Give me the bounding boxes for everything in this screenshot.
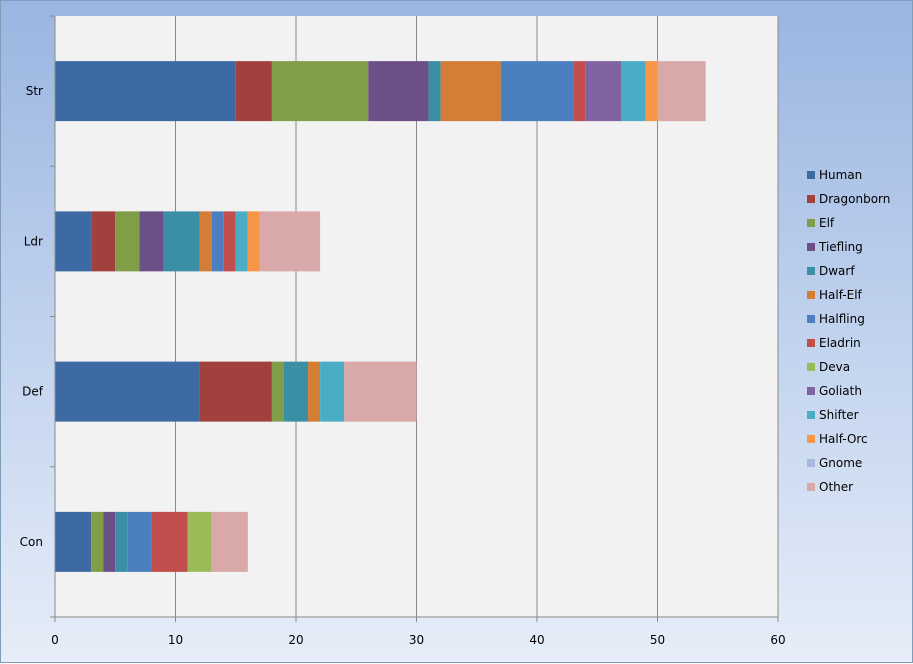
x-tick-label: 10 bbox=[168, 633, 183, 647]
y-tick-label: Con bbox=[20, 535, 43, 549]
bar-segment bbox=[55, 511, 92, 572]
bar-segment bbox=[55, 361, 200, 422]
bar-segment bbox=[320, 361, 345, 422]
legend-swatch bbox=[807, 267, 815, 275]
bar-segment bbox=[645, 61, 658, 122]
y-tick-label: Ldr bbox=[24, 234, 43, 248]
bar-segment bbox=[621, 61, 646, 122]
bar-segment bbox=[163, 211, 200, 272]
legend-swatch bbox=[807, 387, 815, 395]
legend-label: Other bbox=[819, 480, 853, 494]
bar-segment bbox=[368, 61, 429, 122]
legend-label: Goliath bbox=[819, 384, 862, 398]
bar-segment bbox=[223, 211, 236, 272]
legend-swatch bbox=[807, 435, 815, 443]
legend-label: Halfling bbox=[819, 312, 865, 326]
bar-series bbox=[55, 61, 706, 572]
bar-segment bbox=[308, 361, 321, 422]
bar-segment bbox=[271, 361, 284, 422]
legend-swatch bbox=[807, 315, 815, 323]
legend-label: Shifter bbox=[819, 408, 859, 422]
x-tick-label: 30 bbox=[409, 633, 424, 647]
bar-segment bbox=[283, 361, 309, 422]
legend-swatch bbox=[807, 363, 815, 371]
legend-swatch bbox=[807, 219, 815, 227]
bar-segment bbox=[199, 361, 272, 422]
bar-segment bbox=[55, 61, 236, 122]
legend-label: Eladrin bbox=[819, 336, 861, 350]
bar-segment bbox=[500, 61, 574, 122]
bar-segment bbox=[139, 211, 164, 272]
bar-segment bbox=[115, 211, 140, 272]
bar-segment bbox=[91, 211, 116, 272]
legend-swatch bbox=[807, 411, 815, 419]
y-tick-label: Def bbox=[22, 385, 44, 399]
bar-segment bbox=[211, 211, 224, 272]
legend: Human Dragonborn Elf Tiefling Dwarf Half-Elf H… bbox=[807, 168, 890, 494]
x-tick-label: 60 bbox=[770, 633, 785, 647]
legend-label: Dwarf bbox=[819, 264, 855, 278]
legend-swatch bbox=[807, 459, 815, 467]
x-tick-label: 20 bbox=[288, 633, 303, 647]
bar-segment bbox=[127, 511, 152, 572]
bar-segment bbox=[247, 211, 260, 272]
bar-segment bbox=[91, 511, 104, 572]
legend-label: Human bbox=[819, 168, 862, 182]
bar-segment bbox=[211, 511, 248, 572]
legend-label: Half-Orc bbox=[819, 432, 868, 446]
x-tick-label: 50 bbox=[650, 633, 665, 647]
legend-swatch bbox=[807, 195, 815, 203]
legend-swatch bbox=[807, 291, 815, 299]
bar-segment bbox=[235, 211, 248, 272]
bar-segment bbox=[585, 61, 622, 122]
bar-segment bbox=[428, 61, 441, 122]
x-tick-label: 0 bbox=[51, 633, 59, 647]
x-tick-label: 40 bbox=[529, 633, 544, 647]
bar-segment bbox=[271, 61, 369, 122]
bar-segment bbox=[657, 61, 706, 122]
category-axis-labels: Str Ldr Def Con bbox=[20, 84, 44, 549]
bar-segment bbox=[115, 511, 128, 572]
legend-label: Deva bbox=[819, 360, 850, 374]
legend-swatch bbox=[807, 339, 815, 347]
legend-label: Half-Elf bbox=[819, 288, 863, 302]
legend-swatch bbox=[807, 243, 815, 251]
bar-segment bbox=[199, 211, 212, 272]
bar-segment bbox=[187, 511, 212, 572]
legend-label: Tiefling bbox=[818, 240, 863, 254]
bar-segment bbox=[344, 361, 417, 422]
bar-segment bbox=[55, 211, 92, 272]
legend-label: Dragonborn bbox=[819, 192, 890, 206]
bar-segment bbox=[235, 61, 272, 122]
bar-segment bbox=[103, 511, 116, 572]
y-tick-label: Str bbox=[26, 84, 43, 98]
bar-segment bbox=[259, 211, 321, 272]
value-axis-labels: 0 10 20 30 40 50 60 bbox=[51, 633, 785, 647]
axes bbox=[50, 15, 778, 618]
legend-swatch bbox=[807, 483, 815, 491]
legend-swatch bbox=[807, 171, 815, 179]
legend-label: Elf bbox=[819, 216, 835, 230]
bar-segment bbox=[151, 511, 188, 572]
bar-segment bbox=[573, 61, 586, 122]
bar-segment bbox=[440, 61, 501, 122]
legend-label: Gnome bbox=[819, 456, 862, 470]
